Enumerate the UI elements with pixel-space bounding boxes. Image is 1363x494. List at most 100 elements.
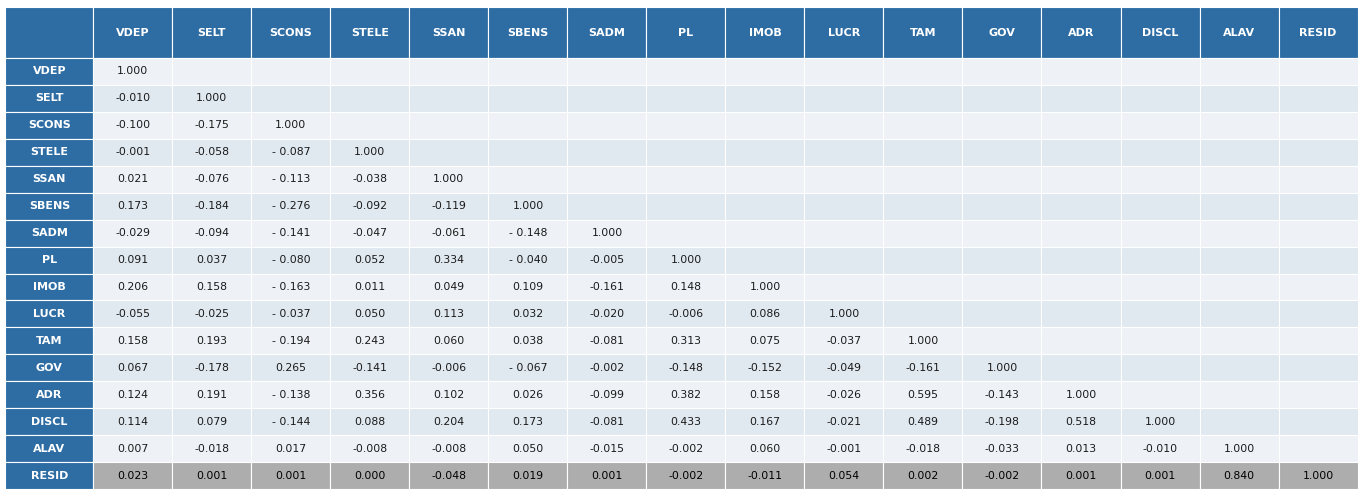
Text: SELT: SELT <box>198 28 226 38</box>
Bar <box>172 354 251 381</box>
Bar <box>1199 220 1278 247</box>
Bar <box>646 408 725 435</box>
Text: 0.001: 0.001 <box>1145 471 1176 481</box>
Bar <box>1041 354 1120 381</box>
Text: -0.048: -0.048 <box>432 471 466 481</box>
Bar <box>1199 381 1278 408</box>
Bar <box>883 354 962 381</box>
Bar <box>409 300 488 328</box>
Bar <box>5 462 93 489</box>
Text: -0.015: -0.015 <box>589 444 624 453</box>
Bar <box>93 435 172 462</box>
Bar <box>330 408 409 435</box>
Bar <box>409 7 488 58</box>
Bar <box>172 220 251 247</box>
Bar <box>1120 435 1199 462</box>
Bar <box>725 166 804 193</box>
Bar <box>93 300 172 328</box>
Text: 0.382: 0.382 <box>671 390 702 400</box>
Bar <box>172 112 251 139</box>
Bar <box>1278 408 1358 435</box>
Text: LUCR: LUCR <box>33 309 65 319</box>
Text: -0.011: -0.011 <box>747 471 782 481</box>
Bar <box>172 462 251 489</box>
Bar <box>488 58 567 85</box>
Bar <box>725 354 804 381</box>
Text: 0.158: 0.158 <box>196 282 228 292</box>
Text: GOV: GOV <box>35 363 63 373</box>
Bar <box>883 139 962 166</box>
Bar <box>567 354 646 381</box>
Bar <box>1041 220 1120 247</box>
Text: ALAV: ALAV <box>1223 28 1255 38</box>
Text: -0.119: -0.119 <box>432 201 466 211</box>
Text: 0.017: 0.017 <box>275 444 307 453</box>
Text: 0.204: 0.204 <box>433 417 465 427</box>
Bar <box>725 328 804 354</box>
Text: -0.037: -0.037 <box>826 336 861 346</box>
Bar <box>93 381 172 408</box>
Bar <box>1120 58 1199 85</box>
Text: 1.000: 1.000 <box>750 282 781 292</box>
Bar <box>1199 7 1278 58</box>
Bar <box>1120 112 1199 139</box>
Text: -0.148: -0.148 <box>668 363 703 373</box>
Bar <box>567 166 646 193</box>
Bar <box>172 274 251 300</box>
Text: PL: PL <box>42 255 57 265</box>
Bar <box>725 58 804 85</box>
Bar <box>883 381 962 408</box>
Bar <box>883 112 962 139</box>
Bar <box>330 112 409 139</box>
Bar <box>646 112 725 139</box>
Bar <box>409 220 488 247</box>
Text: 0.091: 0.091 <box>117 255 149 265</box>
Bar <box>409 435 488 462</box>
Text: 0.433: 0.433 <box>671 417 702 427</box>
Bar <box>883 300 962 328</box>
Bar <box>725 381 804 408</box>
Text: -0.081: -0.081 <box>589 417 624 427</box>
Bar <box>646 7 725 58</box>
Bar <box>1278 85 1358 112</box>
Bar <box>251 408 330 435</box>
Text: 0.001: 0.001 <box>275 471 307 481</box>
Bar <box>172 166 251 193</box>
Bar <box>883 166 962 193</box>
Text: VDEP: VDEP <box>33 67 67 77</box>
Bar <box>804 247 883 274</box>
Text: RESID: RESID <box>31 471 68 481</box>
Bar <box>172 85 251 112</box>
Bar <box>725 220 804 247</box>
Bar <box>725 435 804 462</box>
Bar <box>488 381 567 408</box>
Text: 1.000: 1.000 <box>1303 471 1333 481</box>
Bar <box>962 435 1041 462</box>
Text: SBENS: SBENS <box>29 201 70 211</box>
Bar <box>1120 7 1199 58</box>
Bar <box>804 112 883 139</box>
Bar <box>804 408 883 435</box>
Bar <box>93 85 172 112</box>
Bar <box>1041 85 1120 112</box>
Text: -0.026: -0.026 <box>826 390 861 400</box>
Bar <box>251 328 330 354</box>
Text: -0.094: -0.094 <box>195 228 229 238</box>
Bar <box>330 85 409 112</box>
Text: 0.243: 0.243 <box>354 336 386 346</box>
Bar <box>1199 408 1278 435</box>
Bar <box>646 166 725 193</box>
Bar <box>962 300 1041 328</box>
Text: 0.054: 0.054 <box>829 471 860 481</box>
Bar <box>962 112 1041 139</box>
Text: 0.007: 0.007 <box>117 444 149 453</box>
Bar <box>804 328 883 354</box>
Bar <box>1278 247 1358 274</box>
Text: 0.079: 0.079 <box>196 417 228 427</box>
Text: TAM: TAM <box>37 336 63 346</box>
Text: 1.000: 1.000 <box>829 309 860 319</box>
Text: 0.114: 0.114 <box>117 417 149 427</box>
Text: 0.193: 0.193 <box>196 336 228 346</box>
Bar <box>883 7 962 58</box>
Text: -0.002: -0.002 <box>984 471 1020 481</box>
